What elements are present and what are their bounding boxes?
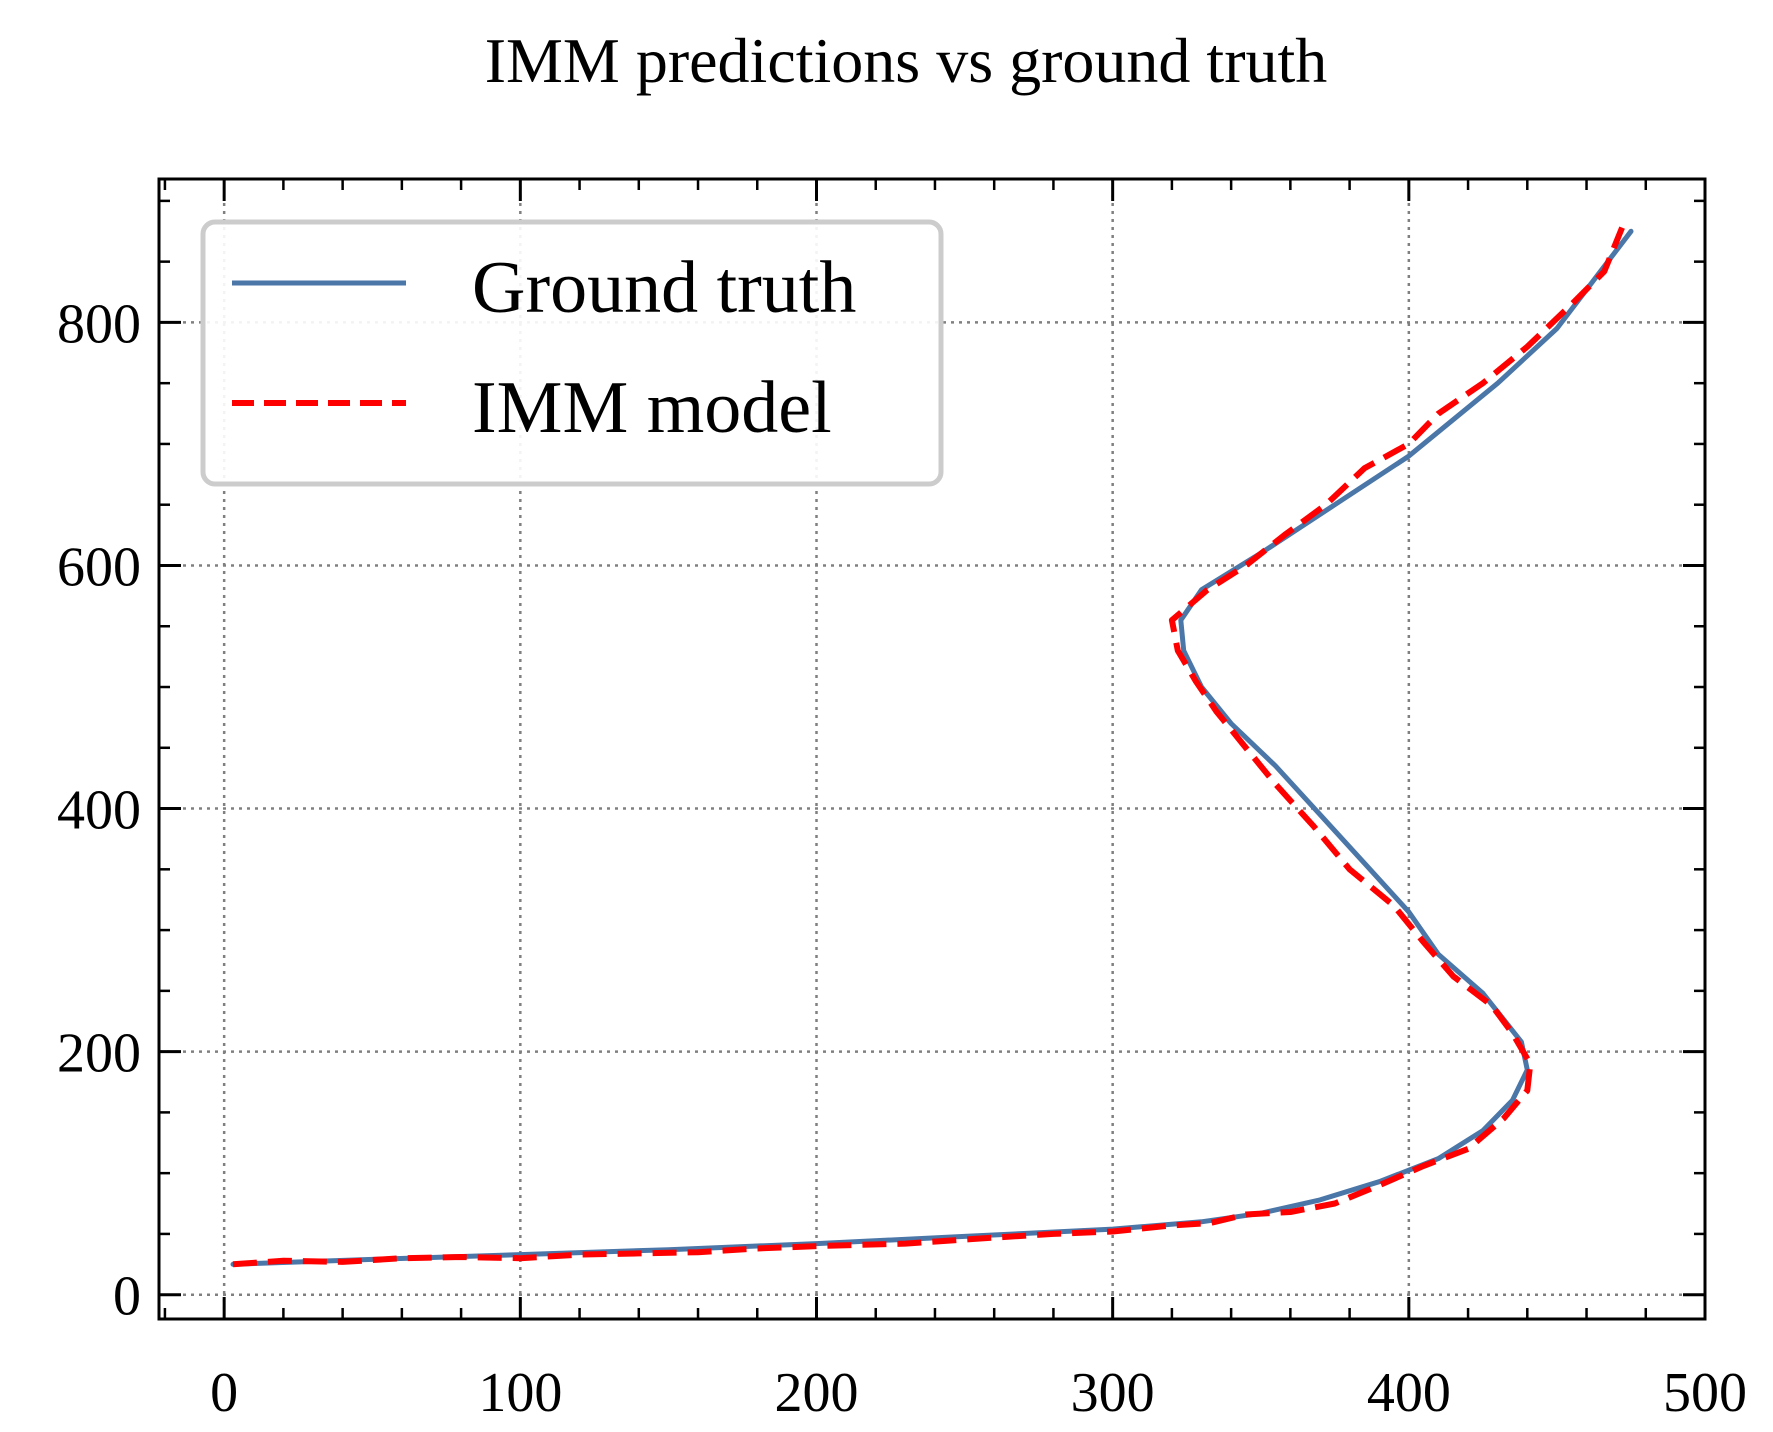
x-tick-label: 500 [1663,1362,1747,1424]
plot-frame [157,177,1707,1321]
y-tick-label: 0 [113,1266,141,1328]
chart-title: IMM predictions vs ground truth [485,25,1328,96]
x-tick-label: 0 [210,1362,238,1424]
legend: Ground truth IMM model [200,219,944,487]
x-tick-label: 400 [1367,1362,1451,1424]
tick-marks [159,179,1707,1319]
tick-labels: 0 100 200 300 400 500 0 200 400 600 800 [57,293,1747,1424]
legend-box [200,219,944,487]
x-tick-label: 300 [1071,1362,1155,1424]
series-line-imm-model [232,226,1625,1268]
x-tick-label: 200 [774,1362,858,1424]
legend-label-ground-truth: Ground truth [472,247,856,329]
y-tick-label: 600 [57,536,141,598]
y-tick-label: 400 [57,780,141,842]
y-tick-label: 200 [57,1023,141,1085]
series-layer [230,226,1634,1268]
x-tick-label: 100 [478,1362,562,1424]
y-tick-label: 800 [57,293,141,355]
legend-label-imm-model: IMM model [472,367,832,449]
